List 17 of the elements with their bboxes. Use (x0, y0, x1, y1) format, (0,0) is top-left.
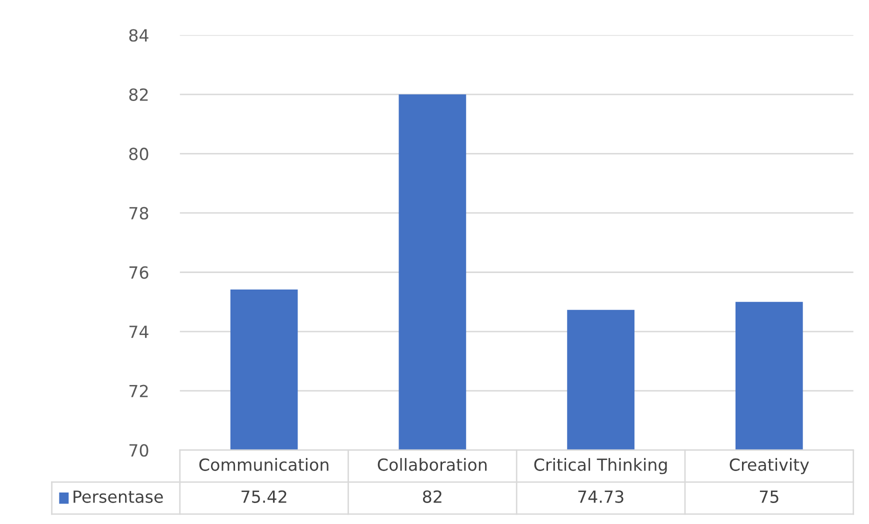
y-tick-label: 84 (129, 29, 148, 42)
y-tick-label: 82 (129, 88, 148, 101)
y-tick-label: 74 (129, 326, 148, 338)
legend-label: Persentase (74, 490, 163, 503)
y-tick-label: 70 (129, 444, 148, 457)
y-tick-label: 76 (129, 266, 148, 279)
x-tick-label: Collaboration (378, 458, 487, 471)
x-tick-label: Creativity (730, 458, 809, 474)
data-label: 75.42 (242, 490, 286, 503)
x-tick-label: Communication (199, 458, 328, 471)
y-tick-label: 78 (129, 206, 148, 220)
data-label: 74.73 (578, 490, 624, 503)
y-tick-label: 80 (129, 148, 148, 160)
data-label: 75 (760, 490, 778, 503)
x-tick-label: Critical Thinking (534, 458, 667, 474)
y-tick-label: 72 (129, 384, 148, 398)
data-label: 82 (422, 490, 442, 503)
